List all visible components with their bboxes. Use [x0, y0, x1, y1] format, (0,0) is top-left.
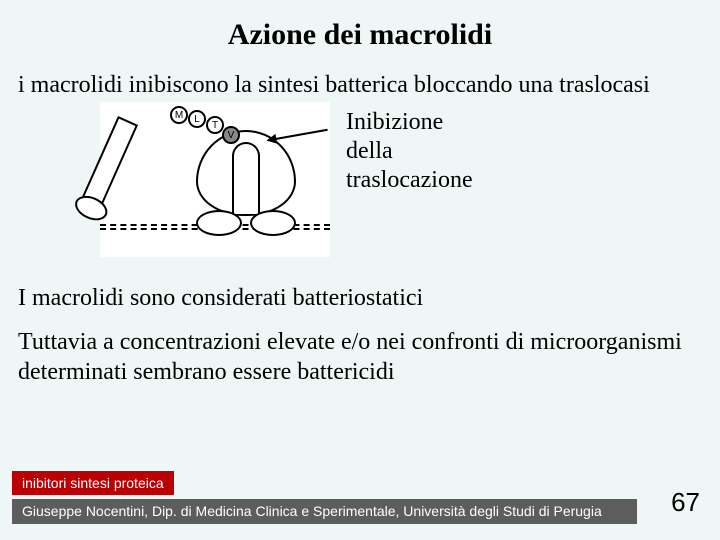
macrolide-drug-icon: [78, 116, 138, 214]
ribosome-cleft-icon: [232, 142, 260, 214]
page-number: 67: [671, 487, 700, 518]
figure-caption: Inibizione della traslocazione: [330, 102, 473, 194]
ribosome-small-subunit-icon: [196, 210, 242, 236]
caption-line: Inibizione: [346, 109, 443, 135]
caption-line: traslocazione: [346, 167, 473, 193]
body-paragraph-2: Tuttavia a concentrazioni elevate e/o ne…: [0, 327, 720, 387]
body-paragraph-1: I macrolidi sono considerati batteriosta…: [0, 283, 720, 313]
ribosome-figure: M L T V: [100, 102, 330, 257]
caption-line: della: [346, 138, 393, 164]
amino-acid-icon: L: [188, 110, 206, 128]
pointer-arrow-icon: [268, 129, 327, 141]
amino-acid-icon: T: [206, 116, 224, 134]
footer: inibitori sintesi proteica Giuseppe Noce…: [12, 471, 708, 524]
slide-title: Azione dei macrolidi: [0, 0, 720, 70]
topic-tag: inibitori sintesi proteica: [12, 471, 174, 495]
amino-acid-icon: M: [170, 106, 188, 124]
amino-acid-icon: V: [222, 126, 240, 144]
ribosome-small-subunit-icon: [250, 210, 296, 236]
author-byline: Giuseppe Nocentini, Dip. di Medicina Cli…: [12, 499, 637, 524]
figure-row: M L T V Inibizione della traslocazione: [0, 102, 720, 257]
